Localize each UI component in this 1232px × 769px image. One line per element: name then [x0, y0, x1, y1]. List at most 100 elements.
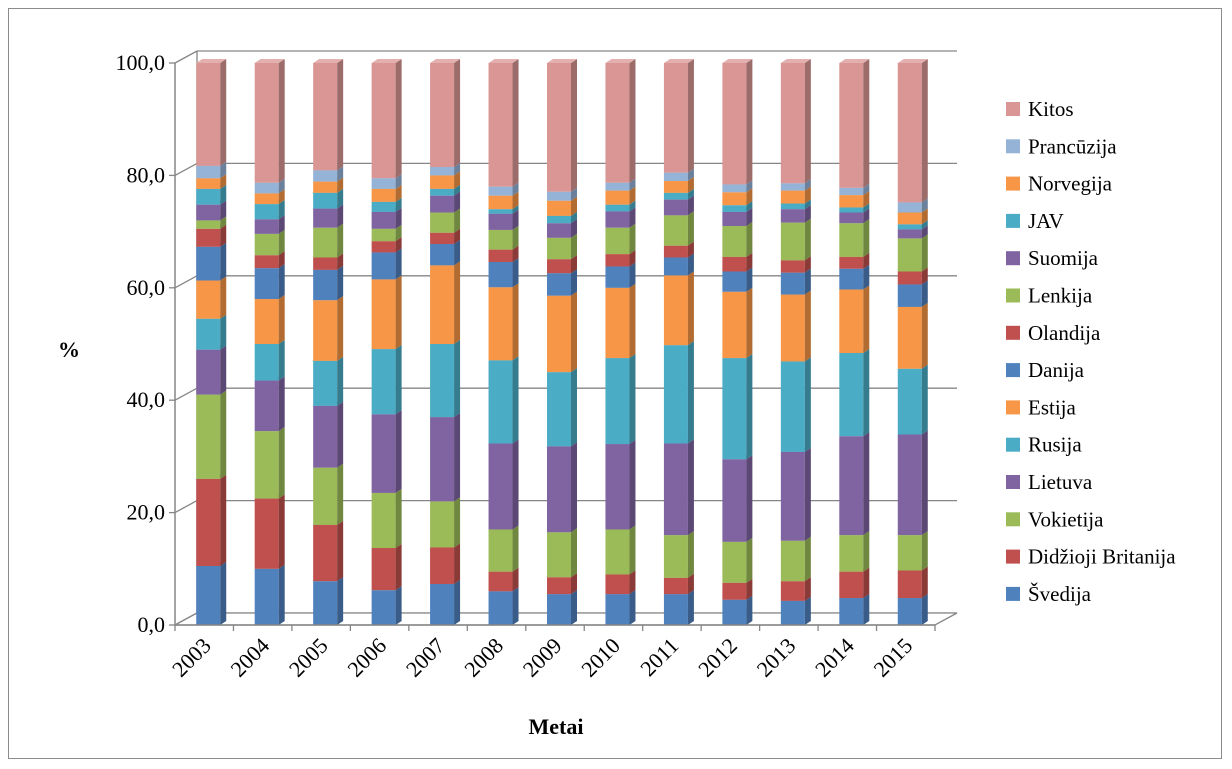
- bar-front: [196, 478, 221, 566]
- bar-stack-2013: [780, 59, 811, 625]
- bar-segment: [430, 59, 461, 167]
- bar-front: [839, 223, 864, 257]
- legend-label: Suomija: [1028, 246, 1099, 270]
- bar-side: [454, 497, 461, 548]
- bar-side: [512, 439, 519, 530]
- bar-front: [780, 190, 805, 204]
- bar-front: [897, 434, 922, 536]
- axes-group: [169, 62, 936, 631]
- bar-front: [196, 280, 221, 319]
- bar-front: [313, 181, 338, 193]
- bar-top: [780, 59, 811, 63]
- bar-side: [571, 368, 577, 447]
- bar-segment: [488, 59, 519, 187]
- bar-front: [196, 204, 221, 221]
- bar-side: [278, 178, 285, 194]
- bar-front: [722, 358, 747, 460]
- bar-front: [780, 581, 805, 601]
- bar-front: [722, 225, 747, 257]
- bar-segment: [897, 59, 928, 203]
- bar-side: [629, 59, 636, 183]
- bar-segment: [605, 354, 636, 445]
- bar-side: [629, 354, 636, 445]
- bar-front: [547, 215, 571, 224]
- y-tick-label: 80,0: [127, 162, 166, 187]
- bar-front: [897, 306, 922, 369]
- x-tick-label: 2004: [225, 633, 274, 682]
- bar-side: [687, 253, 694, 276]
- bar-segment: [371, 59, 402, 179]
- bar-side: [863, 285, 870, 353]
- bar-side: [395, 224, 402, 242]
- bar-segment: [780, 290, 811, 362]
- bar-segment: [488, 283, 519, 361]
- bar-side: [220, 184, 227, 205]
- legend-label: Olandija: [1028, 321, 1101, 345]
- bar-front: [313, 227, 338, 258]
- bar-front: [547, 446, 571, 533]
- bar-segment: [663, 531, 694, 578]
- bar-side: [278, 494, 285, 569]
- bar-front: [371, 349, 396, 415]
- gridline-side: [174, 387, 198, 401]
- bar-side: [863, 208, 870, 224]
- bar-side: [571, 255, 577, 274]
- legend-label: JAV: [1028, 209, 1064, 233]
- bar-side: [512, 225, 519, 250]
- bar-segment: [371, 184, 402, 202]
- bar-front: [196, 220, 221, 229]
- bar-side: [454, 184, 461, 196]
- x-tick-label: 2008: [459, 633, 508, 682]
- legend-item: Švedija: [1006, 582, 1092, 606]
- bar-side: [629, 200, 636, 212]
- bar-segment: [371, 345, 402, 415]
- legend-swatch: [1006, 102, 1020, 116]
- bar-front: [897, 212, 922, 225]
- bar-front: [663, 192, 688, 200]
- bar-side: [395, 586, 402, 625]
- bar-segment: [254, 494, 285, 569]
- bar-side: [687, 439, 694, 536]
- legend-swatch: [1006, 251, 1020, 266]
- legend-swatch: [1006, 400, 1020, 415]
- bar-side: [804, 536, 811, 582]
- bar-side: [220, 314, 227, 350]
- bar-front: [488, 360, 513, 444]
- x-tick-label: 2013: [752, 633, 801, 682]
- bar-side: [804, 179, 811, 191]
- bar-segment: [663, 271, 694, 346]
- bar-side: [278, 215, 285, 234]
- bar-front: [722, 582, 747, 600]
- y-tick-label: 0,0: [138, 612, 166, 637]
- legend-label: Prancūzija: [1028, 134, 1117, 158]
- bar-segment: [605, 590, 636, 625]
- bar-front: [254, 182, 279, 194]
- bar-segment: [371, 488, 402, 549]
- bar-front: [780, 451, 805, 541]
- bar-segment: [196, 242, 227, 281]
- y-tick-label: 20,0: [127, 500, 166, 525]
- bar-segment: [897, 364, 928, 435]
- bar-stack-2004: [254, 59, 285, 625]
- bar-front: [663, 535, 688, 578]
- bar-front: [488, 261, 513, 288]
- bar-front: [663, 345, 688, 444]
- legend-item: Estija: [1006, 395, 1077, 419]
- bar-segment: [196, 276, 227, 319]
- bar-side: [220, 276, 227, 319]
- legend-label: Estija: [1028, 395, 1077, 419]
- bar-side: [687, 590, 694, 625]
- bar-side: [921, 566, 928, 599]
- bar-segment: [605, 59, 636, 183]
- bar-side: [337, 253, 344, 270]
- bar-segment: [313, 59, 344, 171]
- bar-front: [663, 275, 688, 346]
- bar-segment: [313, 296, 344, 361]
- bar-segment: [430, 579, 461, 625]
- bar-segment: [839, 59, 870, 188]
- x-tick-label: 2007: [401, 633, 450, 682]
- bar-side: [687, 241, 694, 258]
- bars-group: [196, 59, 928, 625]
- bar-front: [547, 191, 571, 201]
- bar-side: [921, 208, 928, 225]
